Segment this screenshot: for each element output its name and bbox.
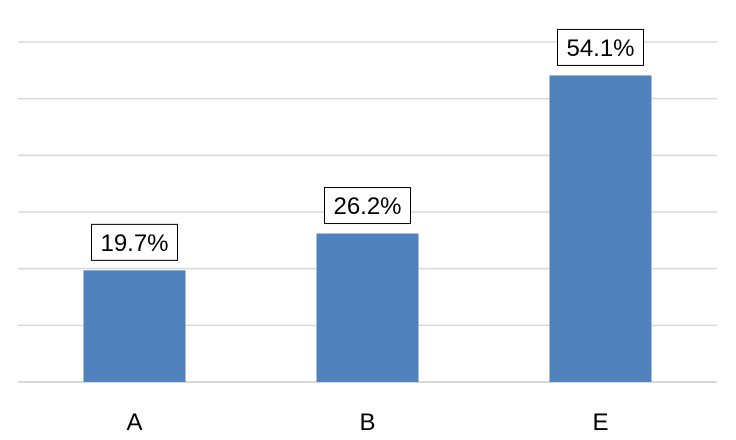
data-label-box (557, 28, 644, 66)
data-label-text: 19.7% (100, 230, 168, 257)
data-label-box (324, 187, 411, 225)
data-label-e: 54.1% (557, 28, 644, 66)
bars (83, 75, 652, 382)
data-label-text: 26.2% (333, 193, 401, 220)
x-tick-label-e: E (592, 409, 608, 436)
data-label-a: 19.7% (91, 223, 178, 261)
bar-e (549, 75, 652, 382)
bar-b (316, 233, 419, 382)
x-tick-label-b: B (359, 409, 375, 436)
bar-a (83, 270, 186, 382)
data-label-box (91, 223, 178, 261)
data-labels: 19.7% 26.2% 54.1% (91, 28, 644, 261)
x-tick-label-a: A (126, 409, 142, 436)
data-label-text: 54.1% (566, 35, 634, 62)
data-label-b: 26.2% (324, 187, 411, 225)
